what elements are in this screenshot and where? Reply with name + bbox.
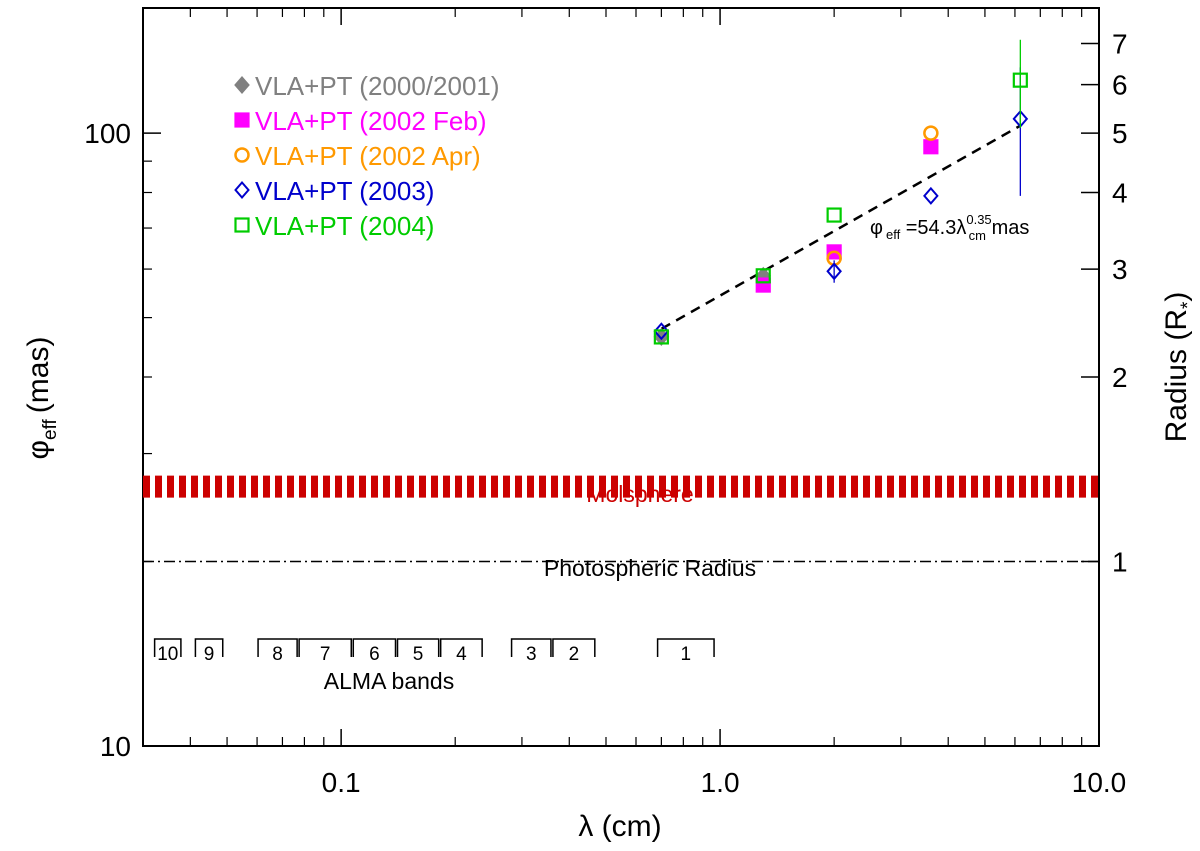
legend-entry: VLA+PT (2002 Apr): [255, 141, 481, 171]
x-tick-label: 10.0: [1072, 767, 1127, 798]
data-point: [653, 322, 670, 341]
y-axis-label-unit: (mas): [22, 337, 55, 414]
legend-entry: VLA+PT (2004): [255, 211, 434, 241]
legend-marker: [234, 180, 250, 200]
alma-band-label: 9: [204, 644, 215, 665]
y-axis-label-sub: eff: [40, 418, 61, 440]
legend-entry: VLA+PT (2002 Feb): [255, 106, 487, 136]
alma-band-bracket: [656, 638, 715, 657]
alma-band-bracket: [352, 638, 397, 657]
alma-band-bracket: [396, 638, 440, 657]
y-tick-label: 100: [84, 118, 131, 149]
fit-label-exp: 0.35: [966, 212, 991, 227]
legend-marker: [234, 217, 250, 233]
legend-entry: VLA+PT (2003): [255, 176, 434, 206]
y2-tick-label: 5: [1112, 118, 1128, 149]
fit-dashed-line: [660, 124, 1021, 330]
alma-band-bracket: [510, 638, 552, 657]
fit-label-mid: =54.3λ: [900, 217, 966, 239]
fit-label-mas: mas: [986, 217, 1029, 239]
y2-tick-label: 4: [1112, 178, 1128, 209]
data-points: [653, 39, 1029, 346]
legend-marker: [234, 112, 250, 128]
fit-label-eff: eff: [886, 227, 901, 242]
y-axis-label-phi: φ: [22, 440, 55, 459]
alma-band-label: 8: [272, 644, 283, 665]
y2-tick-label: 2: [1112, 362, 1128, 393]
alma-band-label: 5: [413, 644, 424, 665]
data-point: [923, 139, 939, 155]
data-point: [826, 207, 842, 223]
alma-band-bracket: [552, 638, 596, 657]
legend-marker: [234, 147, 250, 163]
x-tick-label: 1.0: [701, 767, 740, 798]
y2-axis-label-sub: *: [1178, 301, 1199, 309]
fit-line: [660, 124, 1021, 330]
reference-lines: [143, 475, 1099, 563]
y2-axis-label-main: Radius (R: [1160, 309, 1193, 442]
alma-band-label: 3: [526, 644, 537, 665]
data-point: [653, 327, 670, 346]
data-point: [653, 329, 669, 345]
data-point: [923, 125, 939, 141]
y2-tick-label: 1: [1112, 547, 1128, 578]
data-point: [755, 277, 771, 293]
alma-band-label: 10: [157, 644, 178, 665]
data-point: [826, 262, 842, 281]
alma-bands-label: ALMA bands: [324, 668, 454, 694]
data-point: [923, 186, 939, 205]
axes: 0.1 1.0 10.0 10 100 1 2 3 4 5 6 7: [84, 7, 1128, 798]
alma-band-label: 4: [456, 644, 467, 665]
data-point: [755, 268, 771, 284]
y2-axis-label: Radius (R*): [1160, 292, 1199, 443]
y2-axis-label-close: ): [1160, 292, 1193, 302]
alma-band-label: 1: [681, 644, 692, 665]
fit-label-phi: φ: [870, 217, 883, 239]
alma-band-bracket: [439, 638, 483, 657]
fit-label: φ eff =54.3λ0.35 cm mas: [870, 212, 1029, 243]
y-tick-label: 10: [100, 731, 131, 762]
photospheric-radius-label: Photospheric Radius: [544, 555, 756, 581]
legend-entry: VLA+PT (2000/2001): [255, 71, 500, 101]
alma-band-bracket: [257, 638, 298, 657]
alma-band-label: 7: [320, 644, 331, 665]
x-axis-label: λ (cm): [578, 810, 661, 843]
alma-band-bracket: [298, 638, 353, 657]
alma-band-bracket: [153, 638, 182, 657]
alma-band-label: 2: [569, 644, 580, 665]
legend: VLA+PT (2000/2001) VLA+PT (2002 Feb) VLA+P…: [234, 71, 500, 241]
data-point: [1012, 72, 1028, 88]
alma-band-bracket: [194, 638, 224, 657]
y-axis-label: φeff (mas): [22, 337, 61, 460]
legend-marker: [234, 75, 250, 95]
alma-band-label: 6: [369, 644, 380, 665]
fit-label-cm: cm: [969, 228, 986, 243]
molsphere-label: Molsphere: [586, 481, 693, 507]
y2-tick-label: 6: [1112, 70, 1128, 101]
x-tick-label: 0.1: [322, 767, 361, 798]
y2-tick-label: 7: [1112, 29, 1128, 60]
y2-tick-label: 3: [1112, 254, 1128, 285]
alma-bands: 10 9 8 7 6 5 4 3 2 1: [153, 638, 715, 665]
